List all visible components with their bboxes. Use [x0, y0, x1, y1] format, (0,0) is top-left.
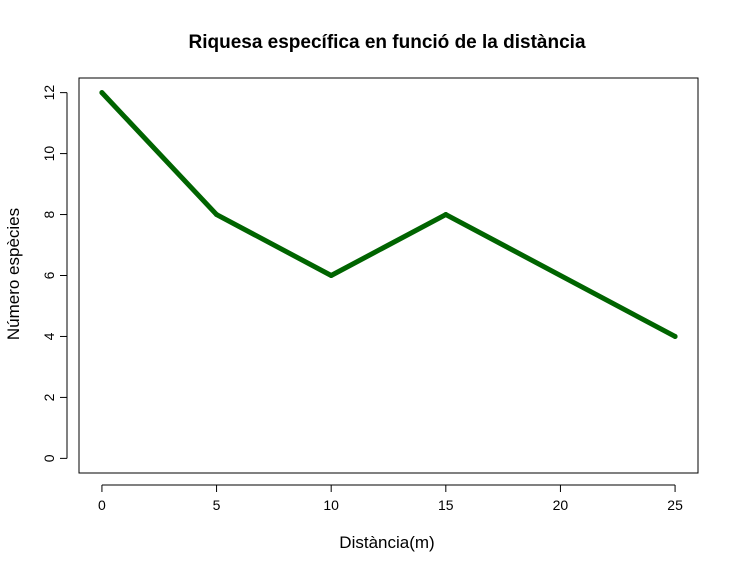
- x-tick-label: 10: [323, 497, 339, 513]
- y-axis-label: Número espècies: [4, 208, 23, 340]
- x-axis: 0 5 10 15 20 25: [98, 484, 683, 513]
- x-tick-label: 20: [553, 497, 569, 513]
- series-layer: [99, 90, 678, 339]
- x-tick-label: 25: [667, 497, 683, 513]
- y-tick-label: 12: [41, 85, 57, 101]
- data-point: [672, 333, 678, 339]
- chart-title: Riquesa específica en funció de la distà…: [188, 32, 585, 53]
- y-tick-label: 6: [41, 271, 57, 279]
- y-tick-label: 8: [41, 210, 57, 218]
- x-tick-label: 0: [98, 497, 106, 513]
- y-tick-label: 2: [41, 393, 57, 401]
- x-tick-label: 15: [438, 497, 454, 513]
- y-tick-label: 4: [41, 332, 57, 340]
- data-point: [99, 90, 105, 96]
- data-point: [443, 212, 449, 218]
- y-tick-label: 10: [41, 146, 57, 162]
- x-axis-label: Distància(m): [339, 533, 434, 552]
- plot-area: [78, 77, 699, 474]
- y-axis: 0 2 4 6 8 10 12: [41, 85, 68, 462]
- x-tick-label: 5: [213, 497, 221, 513]
- data-point: [214, 212, 220, 218]
- series-line: [99, 90, 678, 339]
- y-tick-label: 0: [41, 454, 57, 462]
- data-point: [328, 273, 334, 278]
